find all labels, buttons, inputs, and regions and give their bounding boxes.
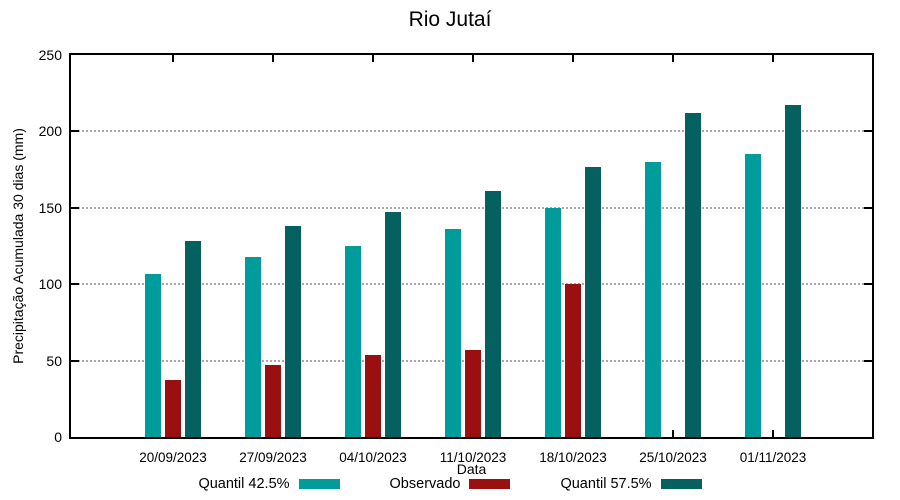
legend-item-observado: Observado bbox=[390, 476, 511, 492]
left-axis-tick-50 bbox=[71, 359, 79, 362]
top-axis-tick-category-0 bbox=[172, 55, 174, 62]
x-tick-label-20-09-2023: 20/09/2023 bbox=[139, 450, 207, 465]
top-axis-tick-category-5 bbox=[672, 55, 674, 62]
y-tick-label-100: 100 bbox=[38, 276, 62, 293]
right-axis-tick-200 bbox=[864, 130, 872, 133]
right-axis-tick-150 bbox=[864, 206, 872, 209]
bar-quantil-57-5--11-10-2023 bbox=[485, 191, 501, 437]
bar-quantil-42-5--25-10-2023 bbox=[645, 161, 661, 437]
top-axis-tick-category-4 bbox=[572, 55, 574, 62]
legend: Quantil 42.5% Observado Quantil 57.5% bbox=[0, 476, 900, 492]
x-tick-label-11-10-2023: 11/10/2023 bbox=[439, 450, 507, 465]
top-axis-tick-category-3 bbox=[472, 55, 474, 62]
plot-area bbox=[69, 53, 874, 439]
bar-quantil-42-5--11-10-2023 bbox=[445, 229, 461, 437]
x-tick-label-04-10-2023: 04/10/2023 bbox=[339, 450, 407, 465]
bottom-axis-tick-category-6 bbox=[772, 430, 774, 437]
bar-quantil-57-5--27-09-2023 bbox=[285, 226, 301, 437]
bar-quantil-42-5--20-09-2023 bbox=[145, 273, 161, 437]
bar-quantil-42-5--27-09-2023 bbox=[245, 256, 261, 437]
x-axis-title: Data bbox=[456, 461, 487, 477]
y-tick-label-250: 250 bbox=[38, 47, 62, 63]
bar-observado-27-09-2023 bbox=[265, 365, 281, 437]
bar-observado-18-10-2023 bbox=[565, 284, 581, 437]
legend-label: Quantil 42.5% bbox=[198, 476, 290, 492]
bar-quantil-57-5--01-11-2023 bbox=[785, 105, 801, 437]
top-axis-tick-category-6 bbox=[772, 55, 774, 62]
x-tick-label-18-10-2023: 18/10/2023 bbox=[539, 450, 607, 465]
left-axis-tick-100 bbox=[71, 283, 79, 286]
legend-item-quantil-57-5: Quantil 57.5% bbox=[560, 476, 702, 492]
bar-quantil-42-5--04-10-2023 bbox=[345, 246, 361, 437]
y-tick-label-150: 150 bbox=[38, 199, 62, 216]
bar-quantil-57-5--18-10-2023 bbox=[585, 166, 601, 437]
bar-quantil-57-5--25-10-2023 bbox=[685, 113, 701, 437]
top-axis-tick-category-2 bbox=[372, 55, 374, 62]
bar-quantil-42-5--01-11-2023 bbox=[745, 154, 761, 437]
gridline-150 bbox=[71, 206, 872, 209]
legend-label: Observado bbox=[389, 476, 461, 492]
x-tick-label-25-10-2023: 25/10/2023 bbox=[639, 450, 707, 465]
legend-swatch-quantil-57-5 bbox=[660, 479, 702, 489]
bar-quantil-57-5--04-10-2023 bbox=[385, 212, 401, 437]
bar-quantil-42-5--18-10-2023 bbox=[545, 207, 561, 437]
y-tick-label-200: 200 bbox=[38, 123, 62, 140]
bar-quantil-57-5--20-09-2023 bbox=[185, 241, 201, 437]
y-tick-label-50: 50 bbox=[46, 352, 62, 369]
top-axis-tick-category-1 bbox=[272, 55, 274, 62]
bar-observado-11-10-2023 bbox=[465, 349, 481, 437]
right-axis-tick-50 bbox=[864, 359, 872, 362]
legend-swatch-observado bbox=[469, 479, 511, 489]
y-axis-title: Precipitação Acumulada 30 dias (mm) bbox=[10, 128, 26, 364]
legend-label: Quantil 57.5% bbox=[560, 476, 652, 492]
gridline-200 bbox=[71, 130, 872, 133]
left-axis-tick-150 bbox=[71, 206, 79, 209]
bottom-axis-tick-category-5 bbox=[672, 430, 674, 437]
x-tick-label-01-11-2023: 01/11/2023 bbox=[739, 450, 807, 465]
right-axis-tick-100 bbox=[864, 283, 872, 286]
bar-observado-04-10-2023 bbox=[365, 354, 381, 437]
bar-observado-20-09-2023 bbox=[165, 380, 181, 437]
left-axis-tick-200 bbox=[71, 130, 79, 133]
gridline-100 bbox=[71, 283, 872, 286]
chart-title: Rio Jutaí bbox=[408, 8, 492, 31]
legend-swatch-quantil-42-5 bbox=[298, 479, 340, 489]
legend-item-quantil-42-5: Quantil 42.5% bbox=[198, 476, 340, 492]
y-tick-label-0: 0 bbox=[54, 429, 62, 445]
x-tick-label-27-09-2023: 27/09/2023 bbox=[239, 450, 307, 465]
